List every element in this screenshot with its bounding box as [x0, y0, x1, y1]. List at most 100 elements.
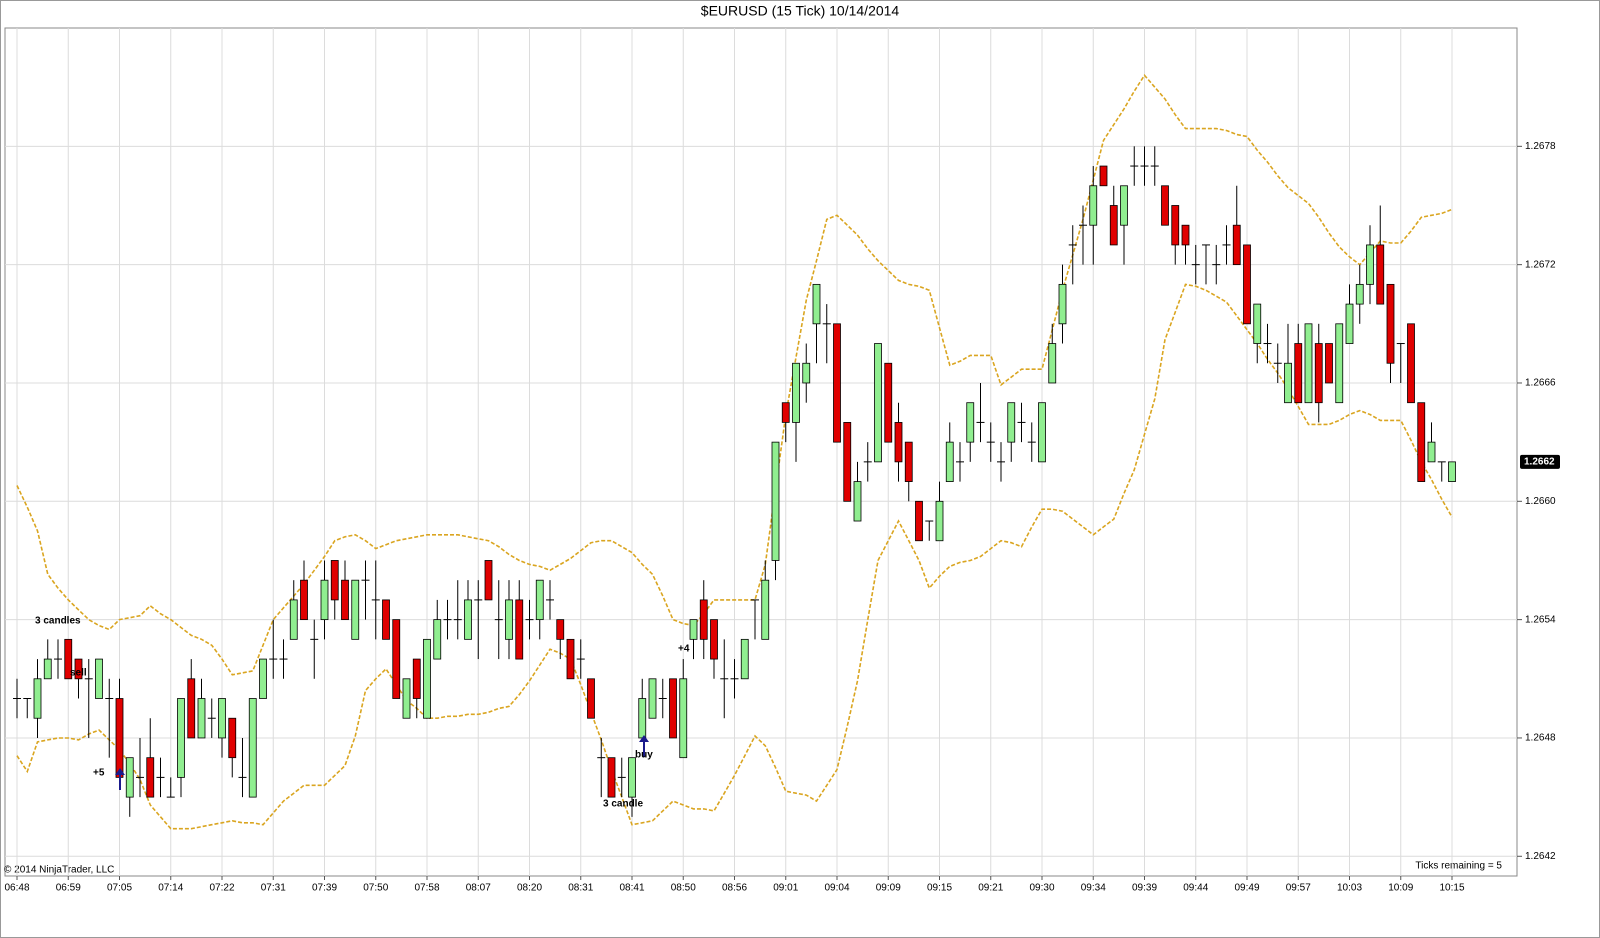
x-tick-label: 09:04: [824, 883, 849, 894]
candle-body: [945, 441, 954, 482]
candle-body: [710, 619, 718, 660]
candle-body: [761, 579, 770, 640]
x-tick-label: 07:58: [414, 883, 439, 894]
chart-title: $EURUSD (15 Tick) 10/14/2014: [701, 3, 900, 19]
candle-body: [412, 658, 421, 699]
candle-body: [423, 638, 431, 719]
buy-arrow: [115, 768, 125, 790]
candle-body: [1089, 185, 1098, 226]
candle-body: [812, 283, 821, 325]
candle-body: [638, 698, 647, 739]
x-tick-label: 07:31: [261, 883, 286, 894]
candle-body: [699, 599, 708, 640]
candle-body: [1427, 441, 1436, 463]
annotation: 3 candles: [35, 616, 81, 627]
candle-body: [792, 362, 800, 423]
candle-body: [64, 638, 73, 680]
candle-body: [1335, 323, 1344, 404]
candle-body: [802, 362, 811, 384]
x-tick-label: 07:05: [107, 883, 132, 894]
annotation: +4: [678, 644, 690, 655]
candle-body: [1325, 343, 1333, 384]
candle-body: [1171, 205, 1180, 246]
buy-arrow: [639, 735, 649, 757]
candle-body: [289, 599, 298, 640]
candle-body: [1294, 343, 1303, 404]
x-tick-label: 09:49: [1234, 883, 1259, 894]
candle-body: [771, 441, 780, 561]
x-tick-label: 09:21: [978, 883, 1003, 894]
candle-body: [146, 757, 155, 798]
candle-body: [392, 619, 401, 699]
candle-body: [74, 658, 83, 680]
x-tick-label: 08:50: [671, 883, 696, 894]
last-price-tag: [1520, 454, 1560, 469]
candle-body: [1058, 283, 1067, 325]
x-tick-label: 07:14: [158, 883, 183, 894]
candle-body: [1345, 303, 1354, 344]
candle-body: [904, 441, 913, 482]
candle-body: [1386, 283, 1395, 364]
candle-body: [1120, 185, 1128, 226]
candle-body: [894, 422, 903, 463]
candle-body: [669, 678, 677, 739]
candle-body: [535, 579, 544, 621]
candle-body: [648, 678, 657, 719]
x-tick-label: 10:09: [1388, 883, 1413, 894]
candle-body: [1232, 224, 1241, 266]
x-tick-label: 09:34: [1081, 883, 1106, 894]
candle-body: [966, 402, 975, 443]
candle-body: [115, 698, 124, 778]
candle-body: [248, 698, 257, 798]
candle-body: [935, 500, 944, 542]
candle-body: [689, 619, 698, 640]
candle-body: [853, 481, 862, 522]
x-tick-label: 09:15: [927, 883, 952, 894]
x-tick-label: 09:44: [1183, 883, 1208, 894]
candle-body: [1355, 283, 1364, 305]
candle-body: [1038, 402, 1046, 463]
candle-body: [884, 362, 893, 443]
bollinger-band: [16, 283, 1453, 830]
last-price-label: 1.2662: [1524, 457, 1555, 468]
candle-body: [1007, 402, 1016, 443]
candle-body: [679, 678, 688, 759]
annotation-layer: 3 candles sell +5 3 candle buy +4: [35, 616, 690, 810]
x-tick-label: 09:09: [876, 883, 901, 894]
x-tick-label: 07:22: [209, 883, 234, 894]
candle-body: [1407, 323, 1415, 404]
x-tick-label: 06:48: [4, 883, 29, 894]
candle-body: [125, 757, 134, 798]
candle-body: [43, 658, 52, 680]
candle-body: [1243, 244, 1251, 325]
x-tick-label: 09:57: [1286, 883, 1311, 894]
y-tick-label: 1.2678: [1525, 141, 1556, 152]
candle-body: [95, 658, 103, 699]
candle-body: [833, 323, 841, 443]
x-tick-label: 09:01: [773, 883, 798, 894]
x-tick-label: 10:15: [1439, 883, 1464, 894]
y-tick-label: 1.2672: [1525, 259, 1556, 270]
candle-body: [1284, 362, 1292, 404]
candle-body: [587, 678, 595, 719]
candle-body: [843, 422, 852, 502]
candle-body: [515, 599, 524, 660]
y-tick-label: 1.2666: [1525, 378, 1556, 389]
x-tick-label: 09:30: [1029, 883, 1054, 894]
candle-body: [351, 579, 360, 640]
bollinger-band: [16, 73, 1453, 676]
x-tick-label: 08:07: [466, 883, 491, 894]
candle-body: [915, 500, 923, 542]
y-tick-label: 1.2654: [1525, 614, 1556, 625]
x-tick-label: 10:03: [1337, 883, 1362, 894]
band-layer: [16, 73, 1453, 830]
candle-body: [1181, 224, 1190, 246]
y-tick-label: 1.2648: [1525, 733, 1556, 744]
candle-body: [1099, 165, 1108, 187]
candle-body: [874, 343, 882, 463]
candle-body: [1048, 343, 1057, 384]
status: Ticks remaining = 5: [1415, 861, 1502, 872]
candle-body: [566, 638, 575, 680]
candle-body: [330, 560, 339, 601]
candle-body: [556, 619, 565, 640]
